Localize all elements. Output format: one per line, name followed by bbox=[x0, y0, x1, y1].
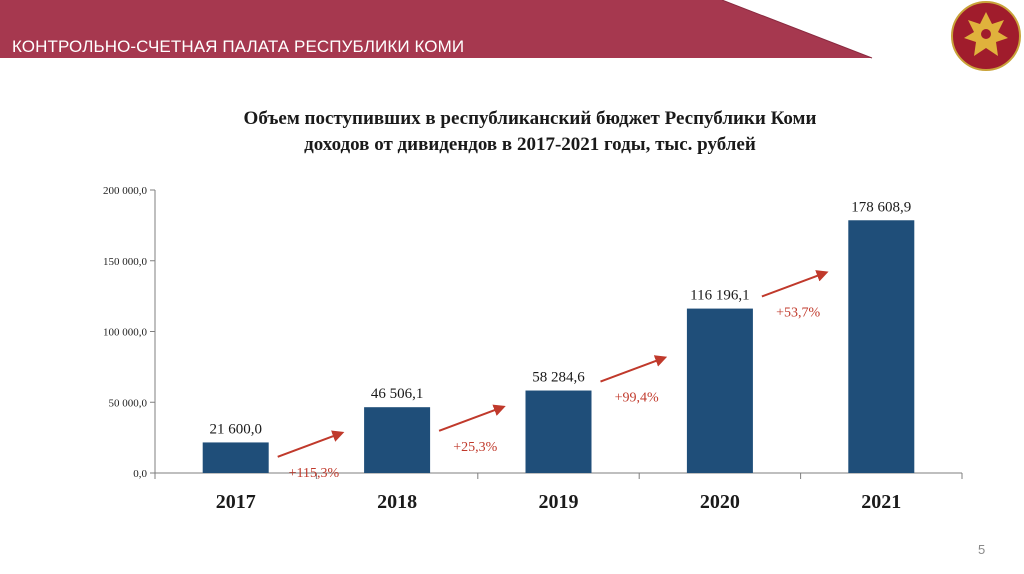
y-tick-label: 100 000,0 bbox=[103, 327, 148, 339]
bar-2021 bbox=[848, 220, 915, 473]
header-banner bbox=[0, 0, 873, 59]
y-tick-label: 0,0 bbox=[133, 468, 147, 480]
bar-2020 bbox=[686, 308, 753, 473]
growth-label-2018: +115,3% bbox=[289, 466, 340, 481]
coat-of-arms-komi-icon bbox=[951, 1, 1021, 71]
bar-2018 bbox=[364, 407, 431, 473]
y-tick-label: 150 000,0 bbox=[103, 256, 148, 268]
growth-arrow-2020 bbox=[600, 355, 668, 383]
x-category-label-2019: 2019 bbox=[539, 491, 579, 513]
chart-title-line-2: доходов от дивидендов в 2017-2021 годы, … bbox=[304, 134, 756, 155]
growth-arrow-2018 bbox=[277, 430, 345, 458]
data-label-2019: 58 284,6 bbox=[532, 370, 585, 386]
organization-title: КОНТРОЛЬНО-СЧЕТНАЯ ПАЛАТА РЕСПУБЛИКИ КОМ… bbox=[12, 37, 465, 56]
growth-label-2021: +53,7% bbox=[776, 305, 820, 320]
data-label-2021: 178 608,9 bbox=[851, 199, 911, 215]
growth-arrow-2019 bbox=[438, 404, 506, 432]
chart-title-line-1: Объем поступивших в республиканский бюдж… bbox=[243, 108, 817, 129]
chart-title: Объем поступивших в республиканский бюдж… bbox=[130, 106, 930, 158]
growth-label-2019: +25,3% bbox=[453, 440, 497, 455]
data-label-2020: 116 196,1 bbox=[690, 288, 749, 304]
growth-label-2020: +99,4% bbox=[615, 391, 659, 406]
y-tick-label: 200 000,0 bbox=[103, 185, 148, 197]
x-category-label-2017: 2017 bbox=[216, 491, 256, 513]
bar-2017 bbox=[202, 442, 269, 473]
data-label-2017: 21 600,0 bbox=[209, 421, 262, 437]
page-number: 5 bbox=[978, 542, 986, 557]
x-category-label-2018: 2018 bbox=[377, 491, 417, 513]
x-category-label-2020: 2020 bbox=[700, 491, 740, 513]
y-tick-label: 50 000,0 bbox=[109, 397, 148, 409]
data-label-2018: 46 506,1 bbox=[371, 386, 424, 402]
growth-arrow-2021 bbox=[761, 270, 829, 298]
x-category-label-2021: 2021 bbox=[861, 491, 901, 513]
bar-2019 bbox=[525, 390, 592, 473]
